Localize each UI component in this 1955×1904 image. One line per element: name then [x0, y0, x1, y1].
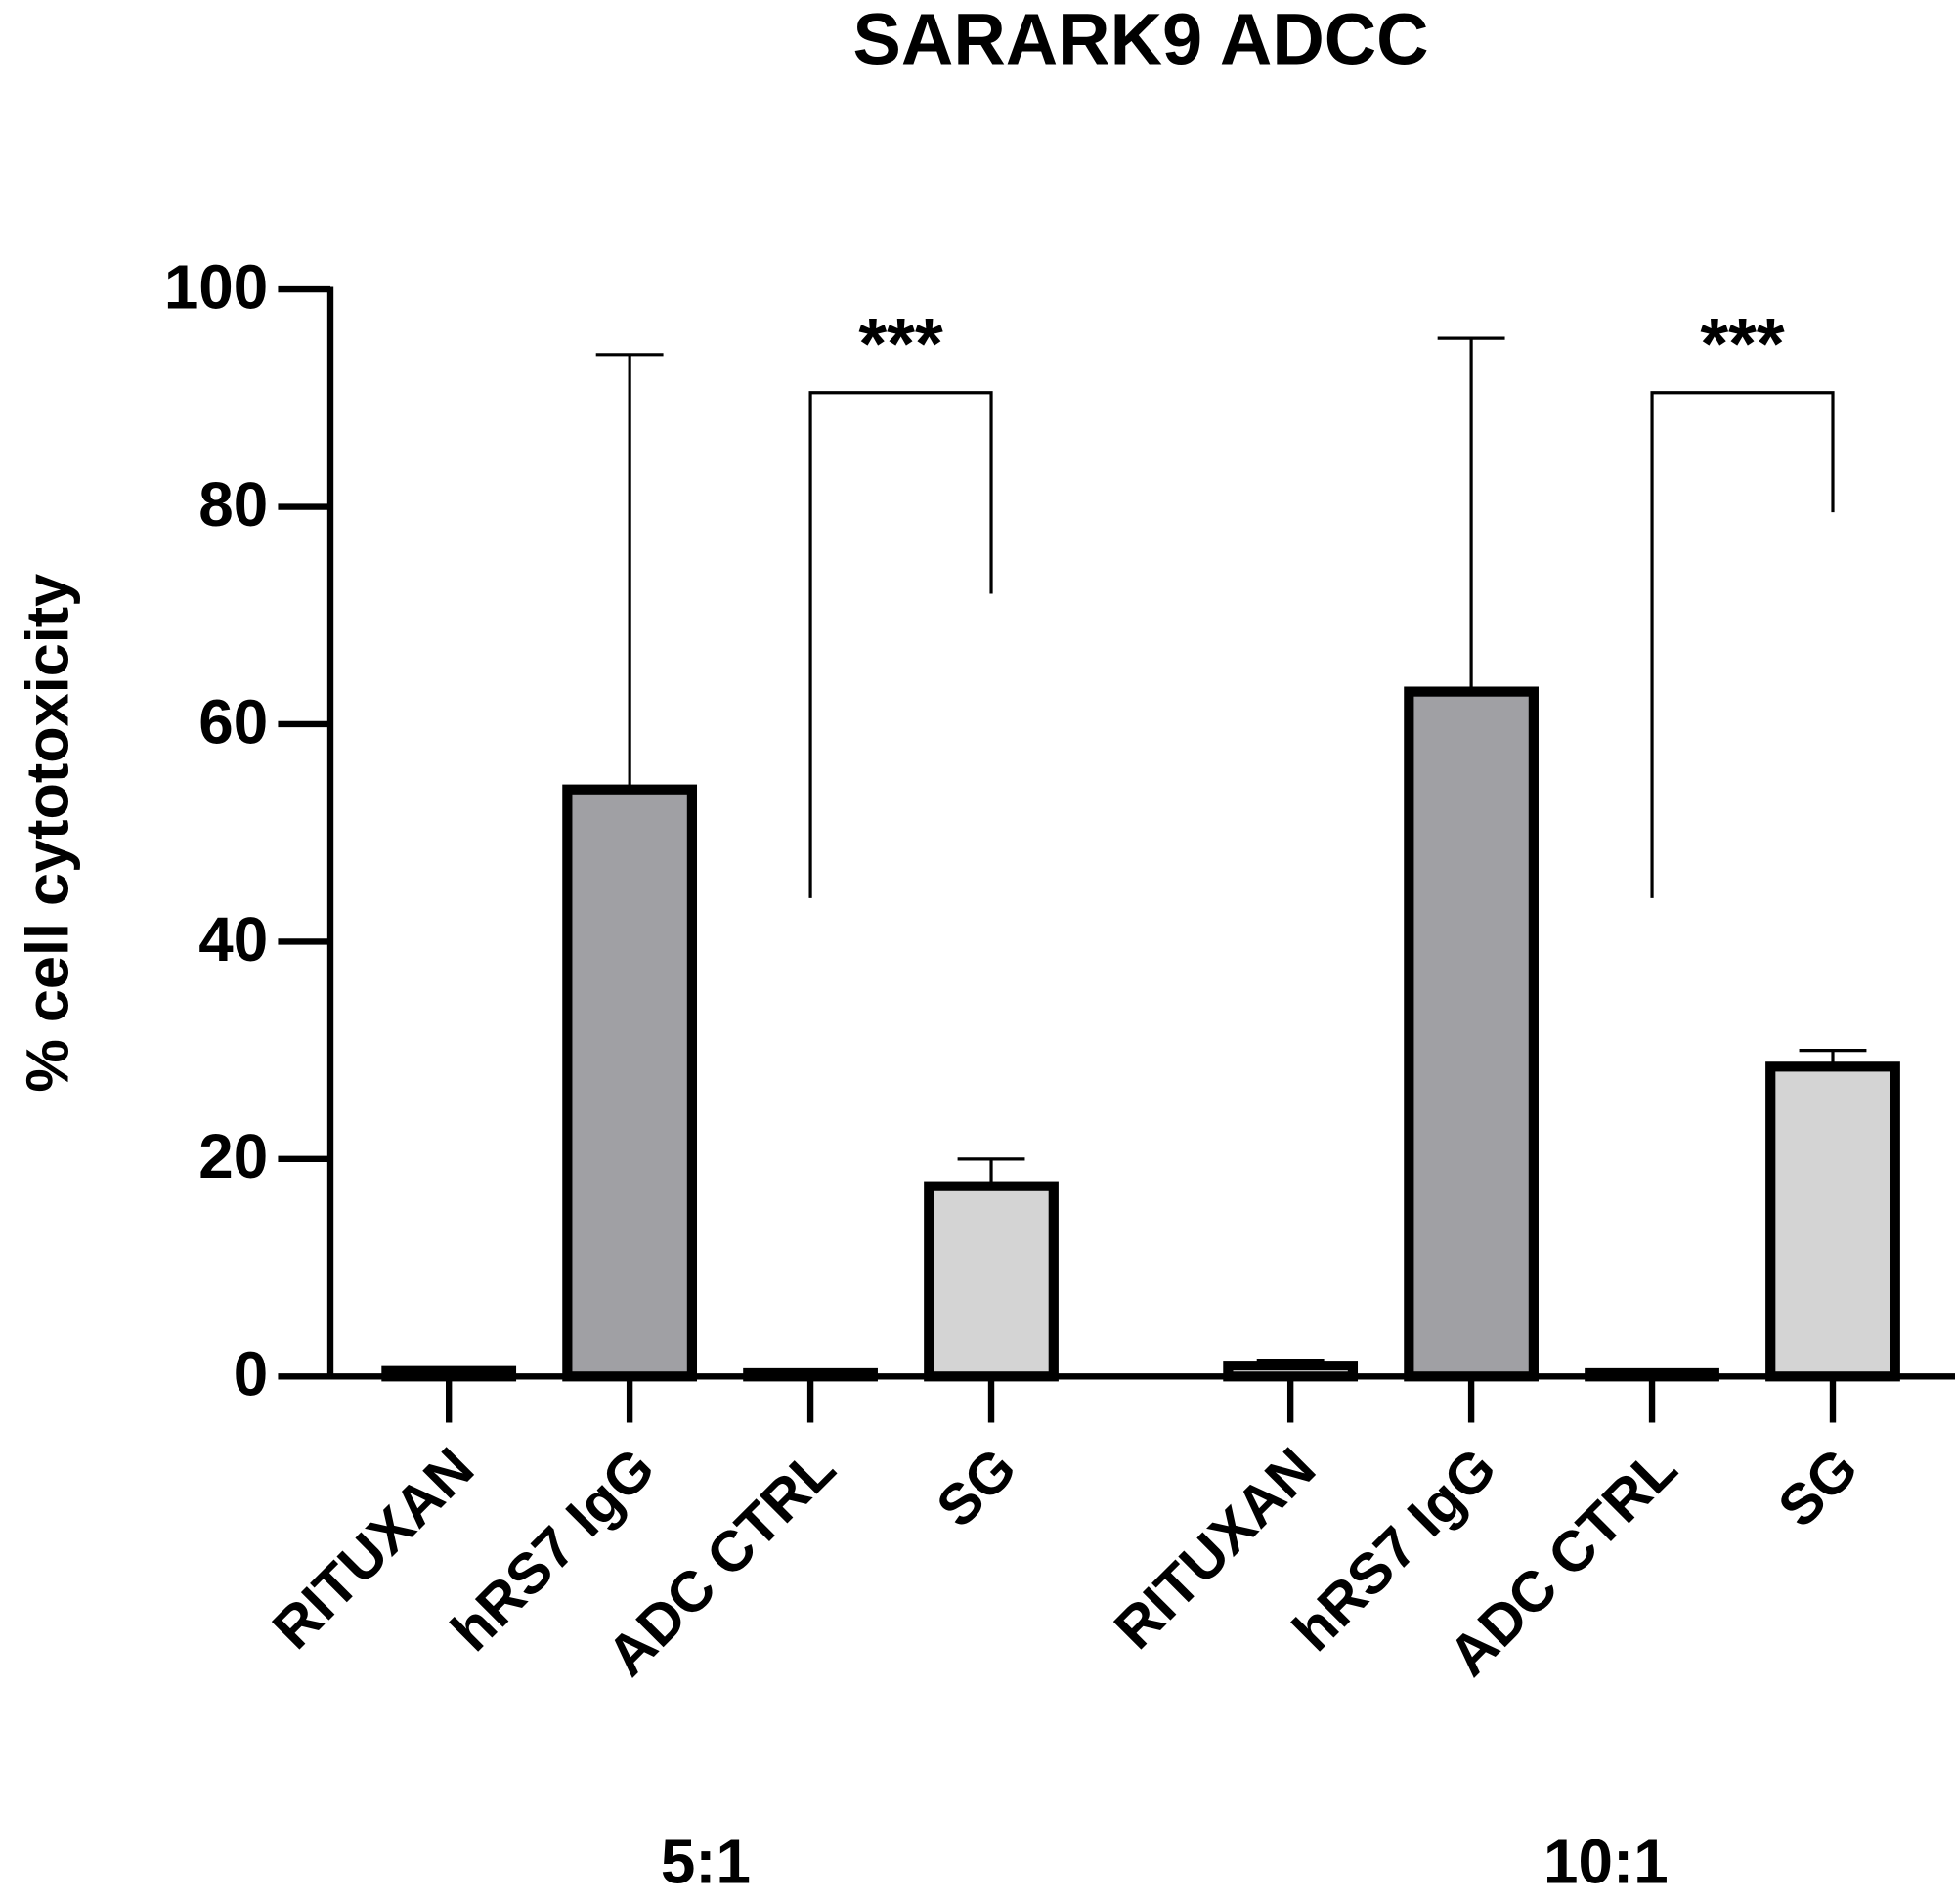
y-axis-label: % cell cytotoxicity	[15, 574, 81, 1093]
significance-bracket	[808, 391, 993, 898]
y-tick-label: 40	[198, 904, 268, 974]
y-tick-label: 20	[198, 1121, 268, 1191]
significance-bracket	[1650, 391, 1835, 898]
bar	[1404, 686, 1539, 1382]
y-tick-label: 60	[198, 686, 268, 757]
bar	[562, 784, 698, 1382]
significance-label: ***	[858, 303, 943, 384]
y-tick-label: 100	[164, 251, 268, 322]
group-label: 10:1	[1543, 1826, 1669, 1896]
y-tick-label: 0	[234, 1339, 268, 1409]
x-tick-label: SG	[1766, 1436, 1870, 1539]
significance-label: ***	[1700, 303, 1785, 384]
bar	[924, 1181, 1059, 1382]
group-label: 5:1	[661, 1826, 751, 1896]
chart-title: SARARK9 ADCC	[853, 0, 1429, 80]
x-tick-label: SG	[925, 1436, 1028, 1539]
bar	[1765, 1061, 1900, 1382]
y-tick-label: 80	[198, 469, 268, 540]
